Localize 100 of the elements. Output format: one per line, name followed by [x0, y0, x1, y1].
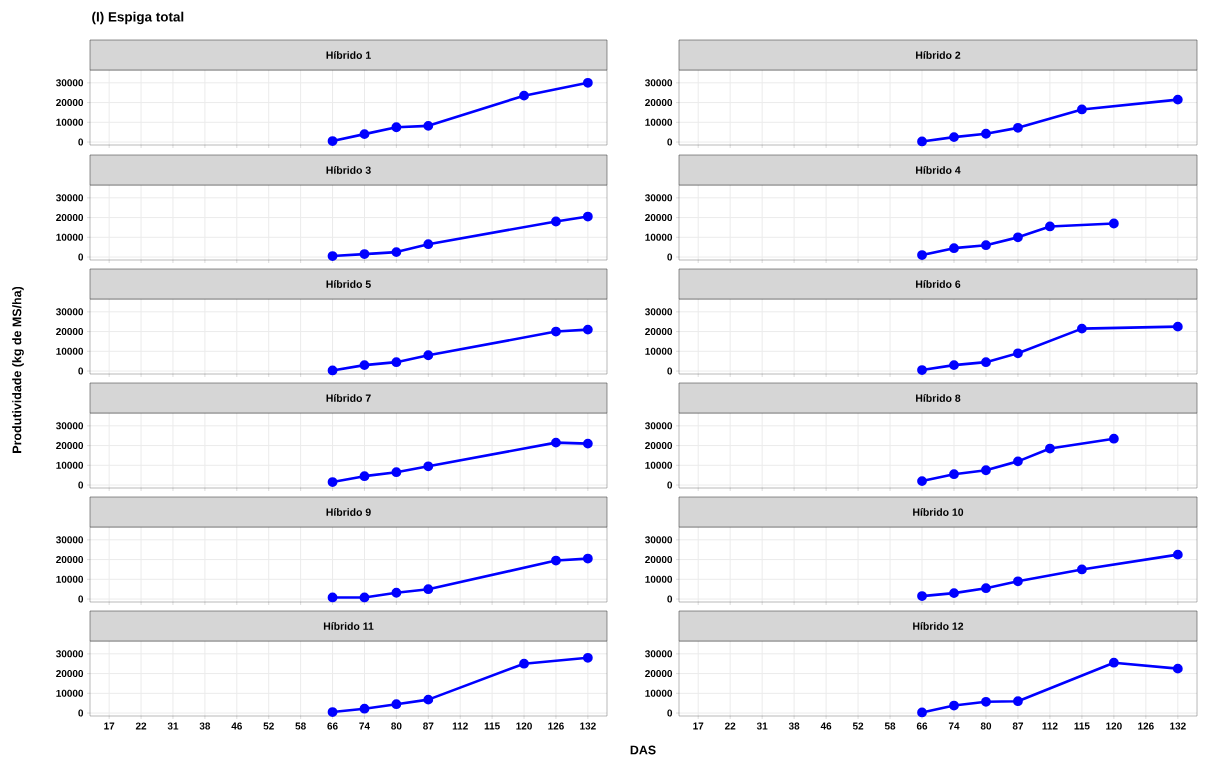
x-axis-title: DAS: [630, 745, 656, 755]
point: [981, 696, 991, 707]
point: [917, 250, 927, 260]
point: [949, 469, 959, 480]
point: [327, 707, 338, 717]
point: [359, 471, 370, 482]
point: [1172, 549, 1183, 560]
x-tick-label: 22: [724, 722, 736, 730]
point: [327, 365, 338, 376]
x-tick-label: 87: [1012, 722, 1024, 730]
x-tick-label: 74: [359, 722, 370, 730]
x-tick-label: 126: [1138, 722, 1154, 730]
y-tick-label: 10000: [56, 689, 84, 697]
y-tick-label: 0: [78, 138, 84, 146]
y-tick-label: 30000: [645, 422, 673, 430]
point: [327, 136, 338, 146]
chart-title: Híbrido 3: [326, 166, 371, 174]
point: [423, 694, 434, 705]
point: [917, 136, 927, 147]
y-tick-label: 10000: [56, 575, 84, 583]
point: [981, 128, 991, 139]
y-tick-label: 30000: [56, 194, 84, 202]
point: [917, 591, 927, 601]
point: [391, 699, 402, 710]
chart-title: Híbrido 11: [323, 622, 374, 630]
point: [1013, 576, 1023, 587]
y-tick-label: 20000: [645, 214, 673, 222]
y-tick-label: 0: [78, 253, 84, 261]
x-tick-label: 38: [199, 722, 211, 730]
point: [391, 467, 402, 478]
y-tick-label: 30000: [645, 194, 673, 202]
point: [423, 584, 434, 595]
point: [917, 476, 927, 486]
x-tick-label: 132: [1170, 722, 1186, 730]
point: [327, 477, 338, 487]
y-tick-label: 30000: [56, 79, 84, 87]
point: [423, 120, 434, 131]
text: (I) Espiga total: [92, 11, 184, 25]
x-tick-label: 120: [1106, 722, 1122, 730]
point: [1045, 221, 1055, 232]
x-tick-label: 46: [231, 722, 242, 730]
y-tick-label: 10000: [645, 233, 673, 241]
point: [1013, 696, 1023, 707]
x-tick-label: 31: [167, 722, 179, 730]
x-tick-label: 52: [263, 722, 274, 730]
y-tick-label: 20000: [645, 99, 673, 107]
point: [327, 251, 338, 261]
point: [981, 465, 991, 476]
point: [359, 592, 370, 603]
point: [423, 239, 434, 250]
point: [582, 77, 593, 88]
point: [1108, 218, 1119, 229]
y-tick-label: 20000: [645, 670, 673, 678]
x-tick-label: 46: [820, 722, 832, 730]
x-tick-label: 87: [423, 722, 434, 730]
point: [359, 249, 370, 259]
point: [551, 555, 561, 566]
point: [391, 247, 402, 258]
chart-title: Híbrido 9: [326, 508, 371, 516]
y-tick-label: 30000: [645, 308, 673, 316]
y-tick-label: 0: [667, 138, 673, 146]
y-axis-title: Produtividade (kg de MS/ha): [12, 286, 24, 453]
x-tick-label: 112: [452, 722, 468, 730]
point: [1077, 104, 1087, 115]
point: [1108, 433, 1119, 444]
point: [1172, 321, 1183, 332]
chart-title: Híbrido 10: [913, 508, 964, 516]
point: [1172, 94, 1183, 105]
y-tick-label: 10000: [645, 689, 673, 697]
point: [1013, 348, 1023, 359]
point: [391, 357, 402, 368]
y-tick-label: 30000: [645, 536, 673, 544]
y-tick-label: 0: [667, 481, 673, 489]
y-tick-label: 30000: [56, 536, 84, 544]
y-tick-label: 0: [667, 367, 673, 375]
point: [551, 216, 561, 227]
y-tick-label: 10000: [56, 347, 84, 355]
chart-title: Híbrido 12: [913, 622, 964, 630]
y-tick-label: 10000: [645, 347, 673, 355]
x-tick-label: 80: [391, 722, 402, 730]
point: [981, 357, 991, 368]
x-tick-label: 38: [788, 722, 800, 730]
point: [1077, 323, 1087, 334]
point: [359, 703, 370, 714]
x-tick-label: 80: [980, 722, 992, 730]
point: [917, 707, 927, 718]
point: [551, 326, 561, 337]
y-tick-label: 0: [78, 481, 84, 489]
chart-title: Híbrido 4: [916, 166, 961, 174]
y-tick-label: 0: [78, 595, 84, 603]
x-tick-label: 31: [756, 722, 768, 730]
point: [519, 90, 529, 101]
point: [582, 324, 593, 335]
y-tick-label: 0: [78, 367, 84, 375]
point: [551, 437, 561, 448]
y-tick-label: 0: [78, 709, 84, 717]
y-tick-label: 0: [667, 253, 673, 261]
x-tick-label: 132: [580, 722, 596, 730]
point: [1108, 657, 1119, 668]
point: [1045, 443, 1055, 454]
